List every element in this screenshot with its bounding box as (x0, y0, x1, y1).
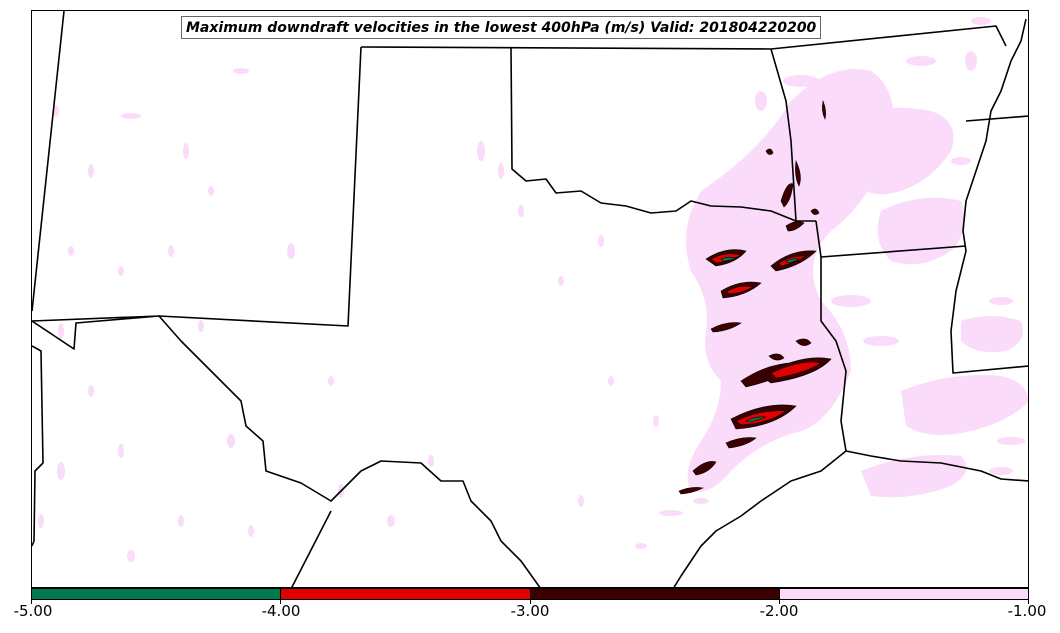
colorbar-tick-mark (779, 600, 780, 604)
colorbar-tick-mark (31, 600, 32, 604)
colorbar-tick-mark (1028, 600, 1029, 604)
colorbar-segment-light-pink (778, 589, 1028, 599)
map-title-box: Maximum downdraft velocities in the lowe… (181, 16, 822, 39)
colorbar (31, 588, 1029, 600)
map-title: Maximum downdraft velocities in the lowe… (186, 19, 817, 36)
colorbar-tick-label: -1.00 (1007, 602, 1047, 620)
colorbar-tick-label: -2.00 (759, 602, 799, 620)
light-downdraft-areas-east (686, 17, 1028, 498)
colorbar-segment-green (32, 589, 281, 599)
colorbar-tick-mark (280, 600, 281, 604)
colorbar-tick-label: -4.00 (261, 602, 301, 620)
colorbar-tick-label: -5.00 (13, 602, 53, 620)
colorbar-tick-mark (530, 600, 531, 604)
strong-downdraft-cores (678, 99, 832, 495)
colorbar-segment-red (280, 589, 530, 599)
map-panel[interactable] (31, 10, 1029, 588)
colorbar-tick-label: -3.00 (510, 602, 550, 620)
light-downdraft-areas-west (38, 68, 709, 562)
map-canvas (32, 11, 1028, 587)
colorbar-segment-dark-red (529, 589, 779, 599)
state-boundaries (32, 11, 1028, 587)
